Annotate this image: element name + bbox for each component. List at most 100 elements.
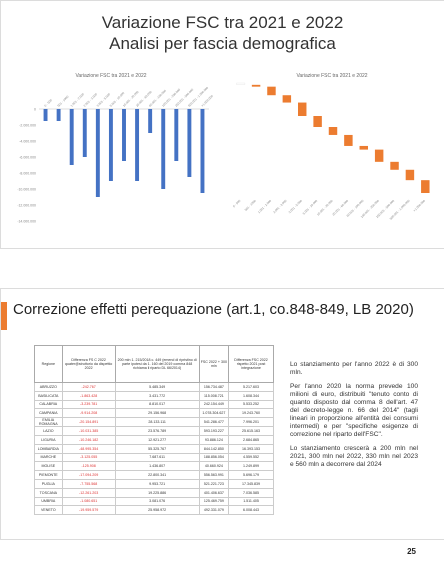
waterfall-bar	[251, 84, 261, 87]
waterfall-bar	[267, 86, 276, 96]
table-cell: 5.533.252	[228, 399, 274, 410]
table-cell: 844.142.850	[198, 443, 230, 454]
x-tick-label: 2.001 - 3.000	[272, 199, 288, 215]
waterfall-chart-svg: Variazione FSC tra 2021 e 2022 0 - 500 501…	[232, 73, 430, 221]
slide-demographic-analysis: Variazione FSC tra 2021 e 2022 Analisi p…	[0, 0, 444, 249]
table-cell: 93.886.124	[198, 434, 230, 445]
bar	[161, 109, 166, 189]
table-cell: -3.239.781	[61, 399, 116, 410]
table-cell: 17.345.839	[228, 478, 274, 489]
table-cell: -19.959.579	[61, 505, 116, 516]
bar	[69, 109, 74, 165]
waterfall-bar	[390, 161, 399, 170]
table-cell: 521.221.723	[198, 478, 230, 489]
table-cell: 7.996.201	[228, 417, 274, 428]
table-cell: BASILICATA	[34, 390, 63, 401]
table-row: MARCHE -3.125.055 7.687.611 188.856.054 4.55…	[34, 452, 274, 463]
bar	[135, 109, 140, 181]
page-number: 25	[407, 547, 416, 556]
table-cell: 25.958.972	[114, 505, 200, 516]
table-header-cell: FSC 2022 + 300 mln	[198, 345, 230, 383]
y-tick-label: -12.000.000	[17, 204, 36, 208]
explanation-text: Lo stanziamento per l'anno 2022 è di 300…	[290, 361, 418, 475]
bar	[82, 109, 87, 157]
x-tick-label: >1.000.000	[200, 94, 214, 108]
bar	[122, 109, 126, 161]
waterfall-bar	[313, 116, 322, 127]
table-cell: 541.286.477	[198, 417, 230, 428]
table-cell: 556.563.991	[198, 470, 230, 480]
y-tick-label: -10.000.000	[17, 188, 36, 192]
table-cell: 55.325.767	[114, 443, 200, 454]
table-cell: 22.800.341	[114, 470, 200, 480]
slide-equalization-correction: Correzione effetti perequazione (art.1, …	[0, 288, 444, 540]
table-cell: 1.608.344	[228, 390, 274, 401]
table-cell: 401.406.637	[198, 487, 230, 498]
x-tick-label: 1.001 - 2.000	[257, 199, 273, 215]
bar	[95, 109, 100, 197]
x-tick-label: 501 - 1000	[244, 199, 257, 212]
table-cell: -9.914.208	[61, 408, 116, 419]
table-cell: 5.217.603	[228, 382, 274, 392]
accent-bar	[1, 302, 7, 330]
table-cell: -242.767	[61, 382, 116, 392]
table-row: MOLISE -125.908 1.436.807 40.660.924 1.249.8…	[34, 461, 274, 472]
table-cell: 40.660.924	[198, 461, 230, 472]
table-row: PUGLIA -7.755.568 9.953.721 521.221.723 17.3…	[34, 478, 274, 489]
table-cell: VENETO	[34, 505, 63, 516]
table-cell: 19.243.760	[228, 408, 274, 419]
table-row: PIEMONTE -17.094.209 22.800.341 556.563.991…	[34, 470, 274, 480]
table-cell: TOSCANA	[34, 487, 63, 498]
slide1-title: Variazione FSC tra 2021 e 2022	[101, 13, 344, 32]
table-cell: 29.156.968	[114, 408, 200, 419]
table-cell: 1.511.405	[228, 496, 274, 507]
table-cell: 12.921.277	[114, 434, 200, 445]
x-tick-label: 0 - 500	[232, 199, 242, 209]
table-cell: 6.008.443	[228, 505, 274, 516]
table-cell: -10.031.385	[61, 426, 116, 436]
table-cell: -20.154.891	[61, 417, 116, 428]
table-header-cell: Regione	[34, 345, 63, 383]
table-cell: 8.810.017	[114, 399, 200, 410]
waterfall-bar	[359, 145, 368, 150]
table-row: LAZIO -10.031.385 23.576.789 593.193.227 25.…	[34, 426, 274, 436]
table-cell: -3.125.055	[61, 452, 116, 463]
table-cell: PIEMONTE	[34, 470, 63, 480]
table-cell: -1.080.651	[61, 496, 116, 507]
table-cell: 188.856.054	[198, 452, 230, 463]
table-cell: 1.249.899	[228, 461, 274, 472]
waterfall-bar	[374, 149, 384, 162]
table-row: CALABRIA -3.239.781 8.810.017 242.154.449 5.…	[34, 399, 274, 410]
slide2-title: Correzione effetti perequazione (art.1, …	[13, 301, 414, 318]
paragraph-2: Per l'anno 2020 la norma prevede 100 mil…	[290, 383, 418, 438]
y-tick-label: -2.000.000	[19, 124, 36, 128]
table-header-row: Regione Differenza FS C 2022 quater@strut…	[34, 345, 274, 383]
table-cell: 593.193.227	[198, 426, 230, 436]
waterfall-bar	[421, 180, 430, 193]
table-row: ABRUZZO -242.767 5.485.349 156.734.487 5.217…	[34, 382, 274, 392]
y-tick-label: -4.000.000	[19, 140, 36, 144]
table-row: UMBRIA -1.080.651 3.081.076 125.469.759 1.51…	[34, 496, 274, 507]
table-cell: 7.036.585	[228, 487, 274, 498]
table-cell: 2.684.865	[228, 434, 274, 445]
bar	[108, 109, 113, 181]
table-cell: -10.246.182	[61, 434, 116, 445]
table-cell: 28.133.111	[114, 417, 200, 428]
bar-chart-svg: Variazione FSC tra 2021 e 2022 0 -2.000.00…	[17, 73, 214, 224]
table-row: LOMBARDIA -48.995.354 55.325.767 844.142.85…	[34, 443, 274, 454]
table-cell: UMBRIA	[34, 496, 63, 507]
chart2-title: Variazione FSC tra 2021 e 2022	[296, 73, 367, 79]
table-cell: 492.331.079	[198, 505, 230, 516]
bar	[43, 109, 48, 121]
table-cell: 23.576.789	[114, 426, 200, 436]
table-row: TOSCANA -12.261.203 19.225.886 401.406.637 7…	[34, 487, 274, 498]
table-cell: ABRUZZO	[34, 382, 63, 392]
x-tick-label: 501 - 1000	[56, 95, 69, 108]
y-tick-label: -6.000.000	[19, 156, 36, 160]
table-cell: 25.615.163	[228, 426, 274, 436]
table-row: BASILICATA -1.863.428 3.431.772 115.008.721…	[34, 390, 274, 401]
table-cell: -48.995.354	[61, 443, 116, 454]
table-cell: EMILIA ROMAGNA	[34, 417, 63, 428]
table-cell: 5.485.349	[114, 382, 200, 392]
y-tick-label: -8.000.000	[19, 172, 36, 176]
